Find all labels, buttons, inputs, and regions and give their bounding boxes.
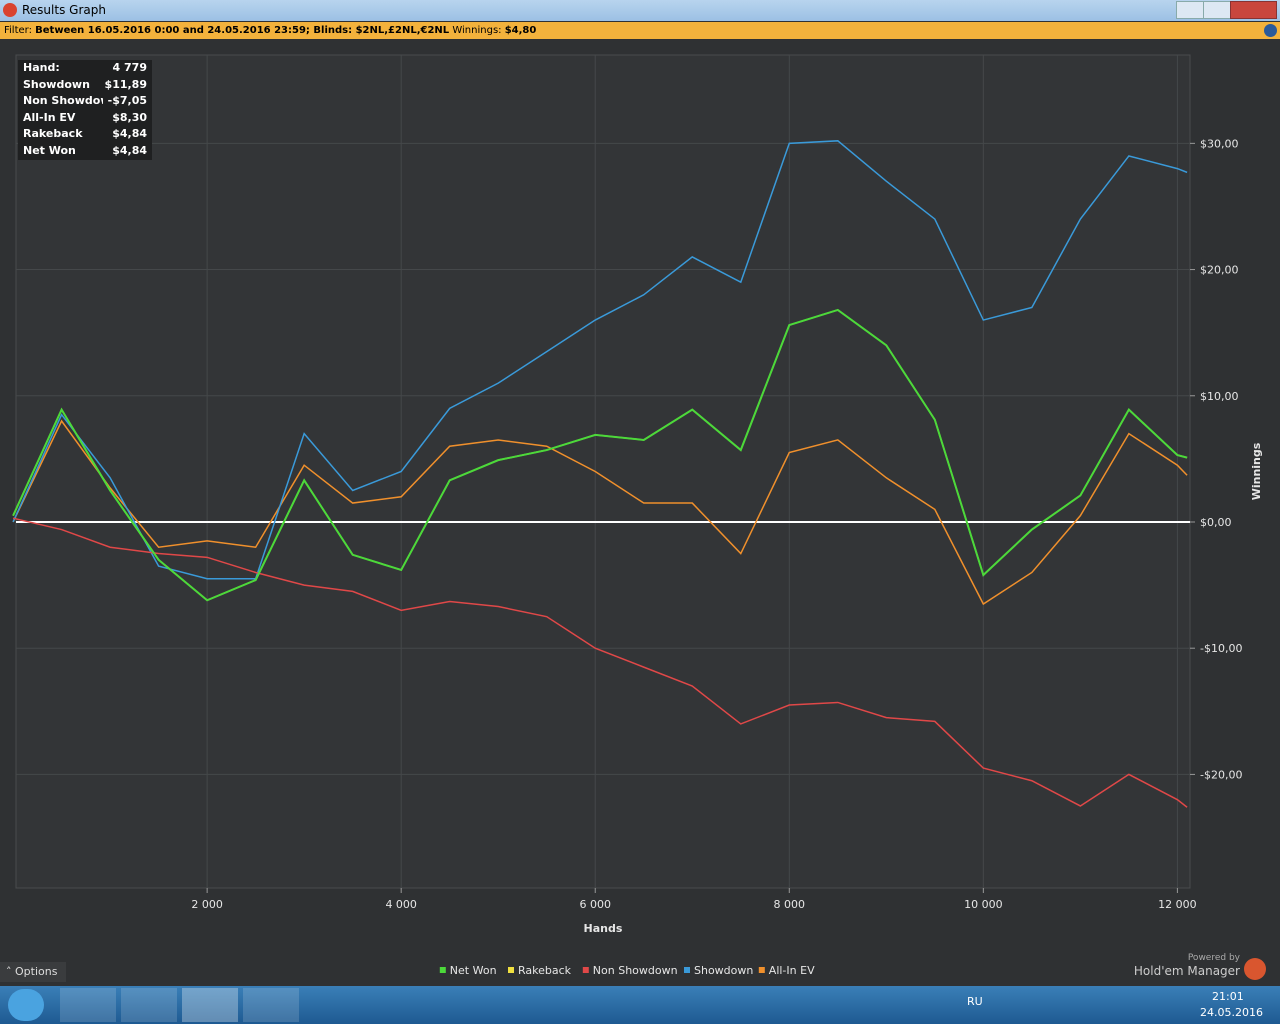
series-line — [12, 140, 1188, 580]
title-bar: Results Graph — [0, 0, 1280, 21]
x-axis-title: Hands — [584, 922, 623, 935]
y-tick-label: $20,00 — [1200, 264, 1239, 277]
y-tick-label: -$10,00 — [1200, 642, 1242, 655]
y-tick-label: $30,00 — [1200, 137, 1239, 150]
paint-taskbar-item[interactable] — [243, 988, 299, 1022]
x-tick-label: 12 000 — [1158, 898, 1197, 911]
clock-time: 21:01 — [1212, 990, 1244, 1003]
y-tick-label: $0,00 — [1200, 516, 1232, 529]
stats-label: Rakeback — [23, 127, 83, 141]
x-tick-label: 4 000 — [385, 898, 417, 911]
legend-swatch — [439, 967, 446, 973]
legend-item[interactable]: All-In EV — [758, 964, 815, 977]
start-button[interactable] — [8, 989, 44, 1021]
minimize-button[interactable] — [1176, 1, 1204, 19]
maximize-button[interactable] — [1203, 1, 1231, 19]
stats-row: Net Won $4,84 — [18, 143, 152, 160]
series-line — [12, 517, 1188, 808]
legend-label: Net Won — [450, 964, 497, 977]
stats-label: Showdown — [23, 77, 90, 91]
legend-label: Showdown — [694, 964, 753, 977]
stats-row: All-In EV $8,30 — [18, 110, 152, 127]
pokerstars-taskbar-item[interactable] — [121, 988, 177, 1022]
language-indicator[interactable]: RU — [967, 995, 983, 1008]
stats-label: Non Showdown — [23, 94, 103, 108]
filter-label: Filter: — [4, 25, 32, 36]
stats-label: Net Won — [23, 143, 76, 157]
window-title: Results Graph — [22, 3, 106, 17]
series-line — [12, 308, 1188, 602]
stats-value: $8,30 — [112, 110, 147, 124]
winnings-label: Winnings: — [452, 25, 502, 36]
stats-label: All-In EV — [23, 110, 76, 124]
brand: Hold'em Manager — [1133, 964, 1240, 978]
legend-label: Non Showdown — [593, 964, 678, 977]
x-tick-label: 2 000 — [191, 898, 223, 911]
legend-swatch — [508, 967, 514, 973]
legend-swatch — [758, 967, 765, 973]
legend-item[interactable]: Non Showdown — [582, 964, 678, 977]
series-line — [12, 419, 1188, 606]
plot-area — [15, 54, 1191, 889]
options-label: Options — [15, 965, 58, 978]
x-tick-label: 6 000 — [579, 898, 611, 911]
options-button[interactable]: ˄ Options — [0, 962, 66, 982]
legend-swatch — [684, 967, 690, 973]
powered-by: Powered by — [1187, 953, 1240, 963]
legend-swatch — [582, 967, 589, 973]
stats-value: $4,84 — [112, 127, 147, 141]
chrome-taskbar-item[interactable] — [60, 988, 116, 1022]
filter-text: Between 16.05.2016 0:00 and 24.05.2016 2… — [35, 25, 450, 36]
hm2-taskbar-item[interactable] — [182, 988, 238, 1022]
y-axis-title: Winnings — [1250, 442, 1263, 500]
legend-item[interactable]: Showdown — [684, 964, 753, 977]
legend-item[interactable]: Net Won — [439, 964, 497, 977]
winnings-value: $4,80 — [504, 25, 537, 36]
stats-value: $11,89 — [104, 77, 147, 91]
app-icon — [3, 3, 17, 17]
stats-row: Rakeback $4,84 — [18, 126, 152, 143]
y-tick-label: $10,00 — [1200, 390, 1239, 403]
clock-date: 24.05.2016 — [1200, 1006, 1263, 1019]
close-button[interactable] — [1230, 1, 1277, 19]
stats-row: Non Showdown -$7,05 — [18, 93, 152, 110]
stats-row: Hand: 4 779 — [18, 60, 152, 77]
stats-value: $4,84 — [112, 143, 147, 157]
chart: -$20,00 -$10,00 $0,00 $10,00 $20,00 $30,00 2 0… — [12, 54, 1263, 977]
x-tick-label: 10 000 — [964, 898, 1003, 911]
legend-label: All-In EV — [769, 964, 815, 977]
x-tick-label: 8 000 — [774, 898, 806, 911]
brand-logo — [1244, 958, 1266, 980]
help-button[interactable] — [1264, 24, 1277, 37]
filter-bar: Filter: Between 16.05.2016 0:00 and 24.0… — [0, 22, 1280, 39]
stats-value: 4 779 — [112, 61, 147, 74]
stats-row: Showdown $11,89 — [18, 77, 152, 94]
legend-label: Rakeback — [518, 964, 572, 977]
taskbar: RU 21:01 24.05.2016 — [0, 986, 1280, 1024]
stats-label: Hand: — [23, 61, 60, 74]
stats-value: -$7,05 — [107, 94, 147, 108]
y-tick-label: -$20,00 — [1200, 768, 1242, 781]
legend-item[interactable]: Rakeback — [508, 964, 572, 977]
